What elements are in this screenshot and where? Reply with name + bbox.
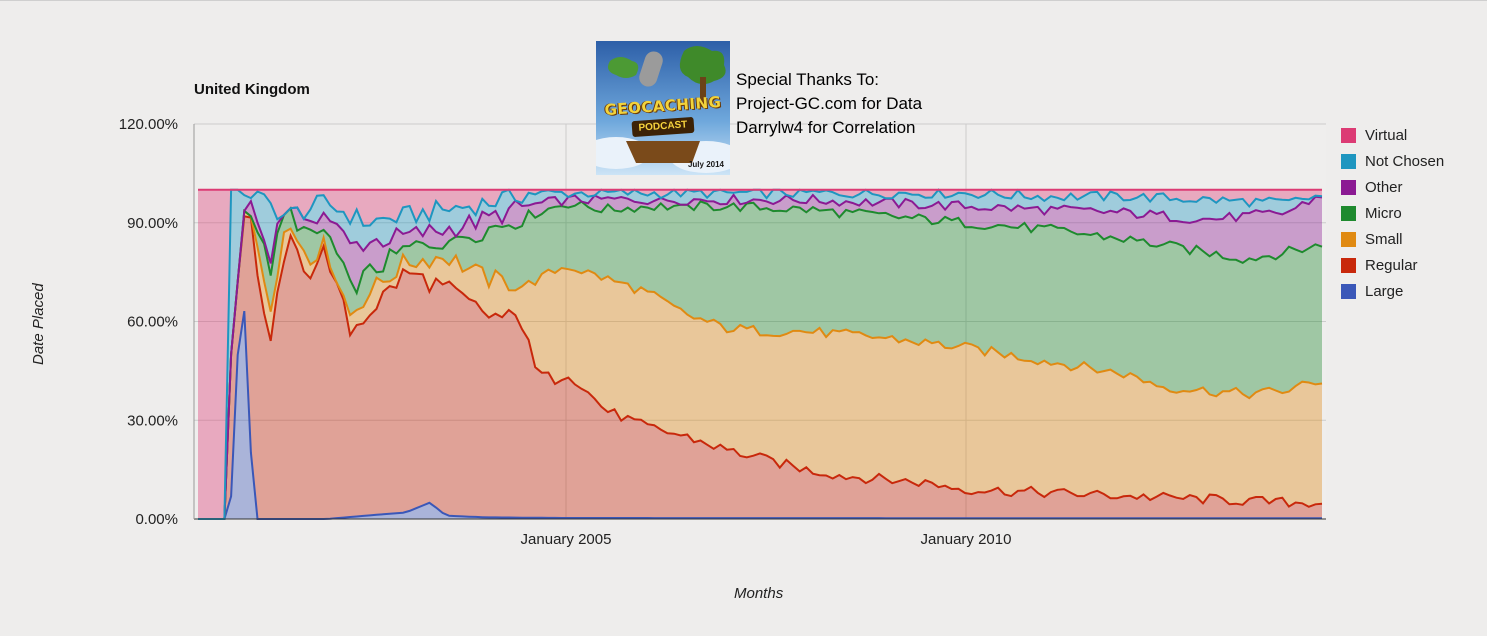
legend-swatch: [1341, 153, 1356, 169]
legend-item-regular[interactable]: Regular: [1341, 252, 1444, 278]
legend-swatch: [1341, 127, 1356, 143]
series-line-large: [198, 310, 1322, 520]
series-line-other: [198, 193, 1323, 520]
thanks-line: Darrylw4 for Correlation: [736, 118, 916, 137]
series-line-small: [198, 209, 1323, 520]
area-micro: [198, 201, 1322, 519]
legend-label: Small: [1365, 230, 1403, 248]
legend-swatch: [1341, 179, 1356, 195]
legend-label: Regular: [1365, 256, 1418, 274]
legend-swatch: [1341, 205, 1356, 221]
thanks-line: Special Thanks To:: [736, 70, 880, 89]
legend-label: Not Chosen: [1365, 152, 1445, 170]
legend-item-other[interactable]: Other: [1341, 174, 1444, 200]
logo-art-icon: [596, 41, 730, 175]
legend-item-large[interactable]: Large: [1341, 278, 1444, 304]
legend-label: Other: [1365, 178, 1403, 196]
series-line-regular: [198, 215, 1323, 520]
y-tick-label: 30.00%: [127, 412, 178, 429]
podcast-logo: GEOCACHING PODCAST July 2014: [596, 41, 730, 175]
chart-legend: Virtual Not Chosen Other Micro Small Regular L…: [1341, 122, 1444, 304]
legend-item-not-chosen[interactable]: Not Chosen: [1341, 148, 1444, 174]
legend-swatch: [1341, 257, 1356, 273]
y-tick-label: 120.00%: [119, 116, 178, 133]
area-other: [198, 194, 1322, 519]
chart-title: United Kingdom: [194, 81, 310, 98]
y-tick-label: 60.00%: [127, 314, 178, 331]
legend-swatch: [1341, 231, 1356, 247]
legend-item-small[interactable]: Small: [1341, 226, 1444, 252]
legend-label: Large: [1365, 282, 1404, 300]
area-small: [198, 211, 1322, 519]
legend-label: Virtual: [1365, 126, 1408, 144]
area-regular: [198, 216, 1322, 520]
x-axis-label: Months: [734, 585, 784, 602]
series-line-micro: [198, 200, 1323, 520]
x-tick-label: January 2010: [921, 531, 1012, 548]
legend-swatch: [1341, 283, 1356, 299]
y-tick-label: 0.00%: [135, 511, 178, 528]
legend-item-virtual[interactable]: Virtual: [1341, 122, 1444, 148]
legend-item-micro[interactable]: Micro: [1341, 200, 1444, 226]
thanks-line: Project-GC.com for Data: [736, 94, 923, 113]
x-tick-label: January 2005: [521, 531, 612, 548]
y-tick-label: 90.00%: [127, 215, 178, 232]
thanks-note: Special Thanks To: Project-GC.com for Da…: [736, 68, 922, 140]
logo-date: July 2014: [687, 160, 724, 169]
legend-label: Micro: [1365, 204, 1402, 222]
y-axis-label: Date Placed: [30, 283, 47, 365]
